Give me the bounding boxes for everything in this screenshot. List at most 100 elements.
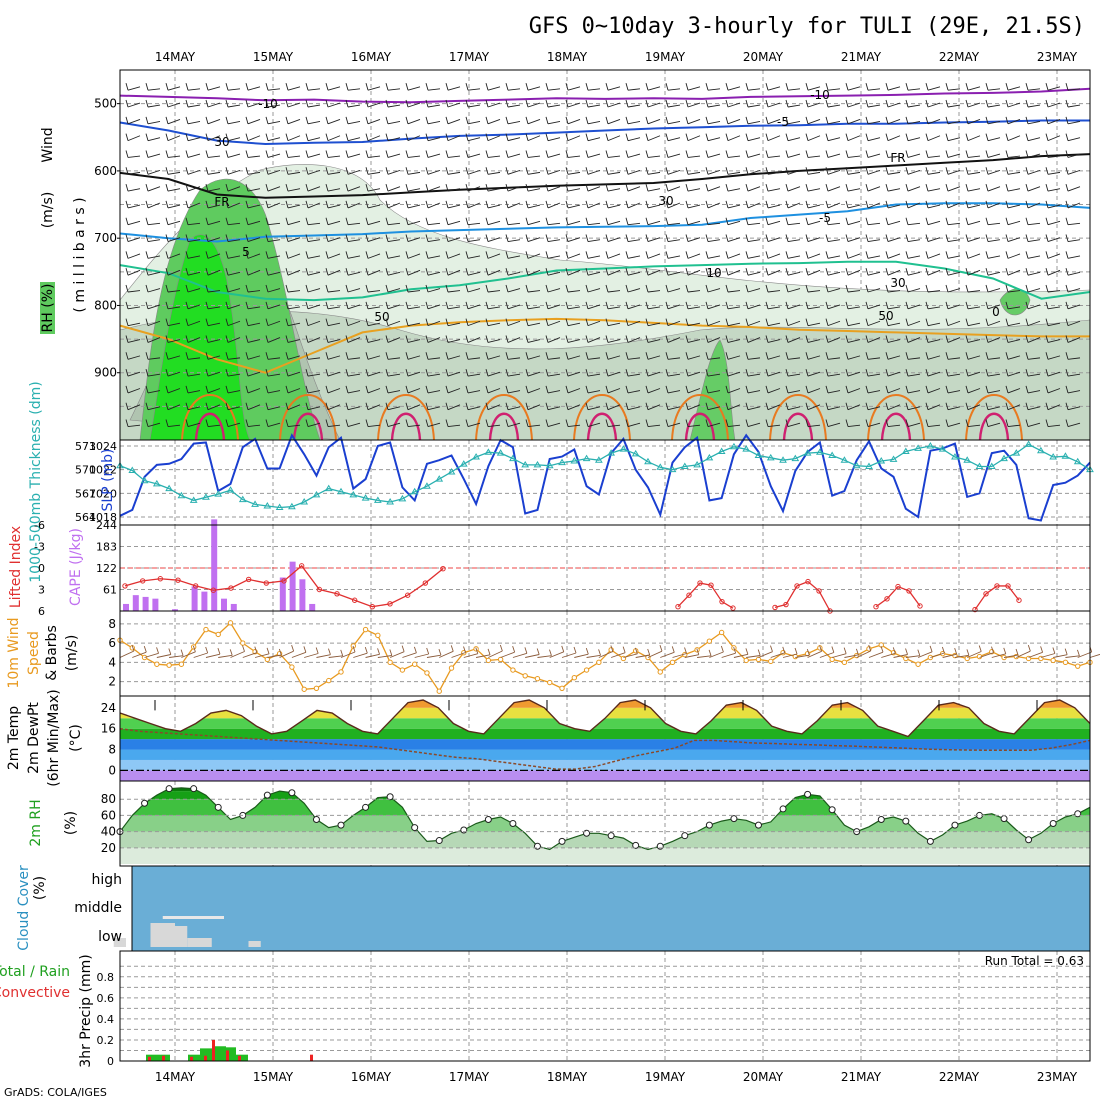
wind-barb xyxy=(625,200,641,209)
wind-barb xyxy=(1045,301,1061,310)
cape-bar xyxy=(132,595,139,611)
wind-barb xyxy=(945,318,961,327)
rh-point xyxy=(1025,836,1033,844)
wind-barb xyxy=(665,234,681,242)
wind-barb xyxy=(645,99,661,108)
low-cloud-bar xyxy=(113,938,126,947)
wind-barb xyxy=(385,133,401,142)
wind-barb xyxy=(1005,116,1021,125)
surface-wind-barb xyxy=(328,649,344,658)
wind-barb xyxy=(565,99,581,108)
surface-wind-barb xyxy=(782,647,798,658)
y-tick-label: 6 xyxy=(108,636,116,650)
surface-wind-barb xyxy=(672,647,687,658)
y-tick-label: 80 xyxy=(101,792,116,806)
contour-label: -10 xyxy=(810,88,830,102)
date-label: 21MAY xyxy=(841,1070,882,1084)
li-point xyxy=(686,592,692,598)
wind-barb xyxy=(205,150,221,158)
wind-barb xyxy=(325,116,341,125)
wind-barb xyxy=(625,133,641,142)
wind-barb xyxy=(925,183,941,192)
wind-barb xyxy=(605,150,621,158)
wind-speed-point xyxy=(448,665,455,671)
wind-barb xyxy=(685,116,701,125)
wind-barb xyxy=(285,217,301,226)
wind-barb xyxy=(325,99,341,108)
wind-barb xyxy=(1045,217,1061,226)
contour-label: -5 xyxy=(777,115,789,129)
wind-barb xyxy=(505,419,521,427)
wind-barb xyxy=(245,419,261,427)
wind-barb xyxy=(725,133,741,142)
wind-barb xyxy=(745,284,761,293)
li-point xyxy=(351,597,358,603)
thickness-point xyxy=(152,479,161,487)
wind-barb xyxy=(385,284,401,293)
wind-barb xyxy=(685,99,701,108)
wind-barb xyxy=(785,217,801,226)
thickness-point xyxy=(349,490,358,498)
wind-barb xyxy=(445,133,461,142)
surface-wind-barb xyxy=(893,648,908,658)
wind-barb xyxy=(185,99,201,108)
axis-label: 1000-500mb Thickness (dm) xyxy=(28,381,44,582)
wind-barb xyxy=(665,116,681,125)
surface-wind-barb xyxy=(242,646,258,658)
wind-barb xyxy=(505,301,521,310)
wind-barb xyxy=(245,318,261,327)
wind-barb xyxy=(285,99,301,108)
surface-wind-barb xyxy=(991,647,1007,658)
wind-barb xyxy=(205,234,221,242)
wind-barb xyxy=(565,200,581,209)
wind-barb xyxy=(965,251,981,259)
wind-barb xyxy=(985,217,1001,226)
wind-barb xyxy=(685,251,701,259)
date-label: 17MAY xyxy=(449,50,490,64)
isotherm-line xyxy=(880,412,912,441)
li-point xyxy=(387,601,393,607)
wind-barb xyxy=(1025,183,1041,192)
wind-barb xyxy=(785,200,801,209)
wind-barb xyxy=(905,83,921,91)
wind-barb xyxy=(605,385,621,394)
wind-barb xyxy=(425,217,441,226)
surface-wind-barb xyxy=(156,648,172,658)
wind-barb xyxy=(445,83,461,91)
wind-barb xyxy=(605,116,621,125)
wind-barb xyxy=(425,402,441,411)
wind-barb xyxy=(905,217,921,226)
surface-wind-barb xyxy=(304,647,319,658)
isotherm-line xyxy=(769,394,827,441)
temp-band xyxy=(120,759,1090,771)
y-tick-label: 60 xyxy=(101,808,116,822)
wind-barb xyxy=(885,402,901,411)
cape-bar xyxy=(299,579,306,611)
wind-barb xyxy=(985,385,1001,394)
y-tick-label: 0.6 xyxy=(97,992,115,1005)
temp-band xyxy=(120,739,1090,750)
wind-barb xyxy=(305,318,321,327)
wind-barb xyxy=(745,183,761,192)
wind-barb xyxy=(805,251,821,259)
surface-wind-barb xyxy=(697,649,712,658)
wind-speed-point xyxy=(583,667,590,673)
wind-barb xyxy=(245,301,261,310)
wind-barb xyxy=(1005,318,1021,327)
wind-barb xyxy=(525,419,541,427)
li-point xyxy=(805,578,811,585)
wind-barb xyxy=(545,150,561,158)
y-tick-label: 700 xyxy=(94,231,117,245)
surface-wind-barb xyxy=(868,646,884,658)
wind-speed-point xyxy=(166,662,172,668)
wind-barb xyxy=(165,99,181,108)
rh-point xyxy=(263,791,271,799)
wind-barb xyxy=(145,385,161,394)
wind-barb xyxy=(885,217,901,226)
thickness-point xyxy=(1061,452,1070,459)
wind-barb xyxy=(285,116,301,125)
wind-barb xyxy=(645,234,661,242)
wind-barb xyxy=(405,234,421,242)
wind-barb xyxy=(1045,99,1061,108)
wind-barb xyxy=(1065,217,1081,226)
